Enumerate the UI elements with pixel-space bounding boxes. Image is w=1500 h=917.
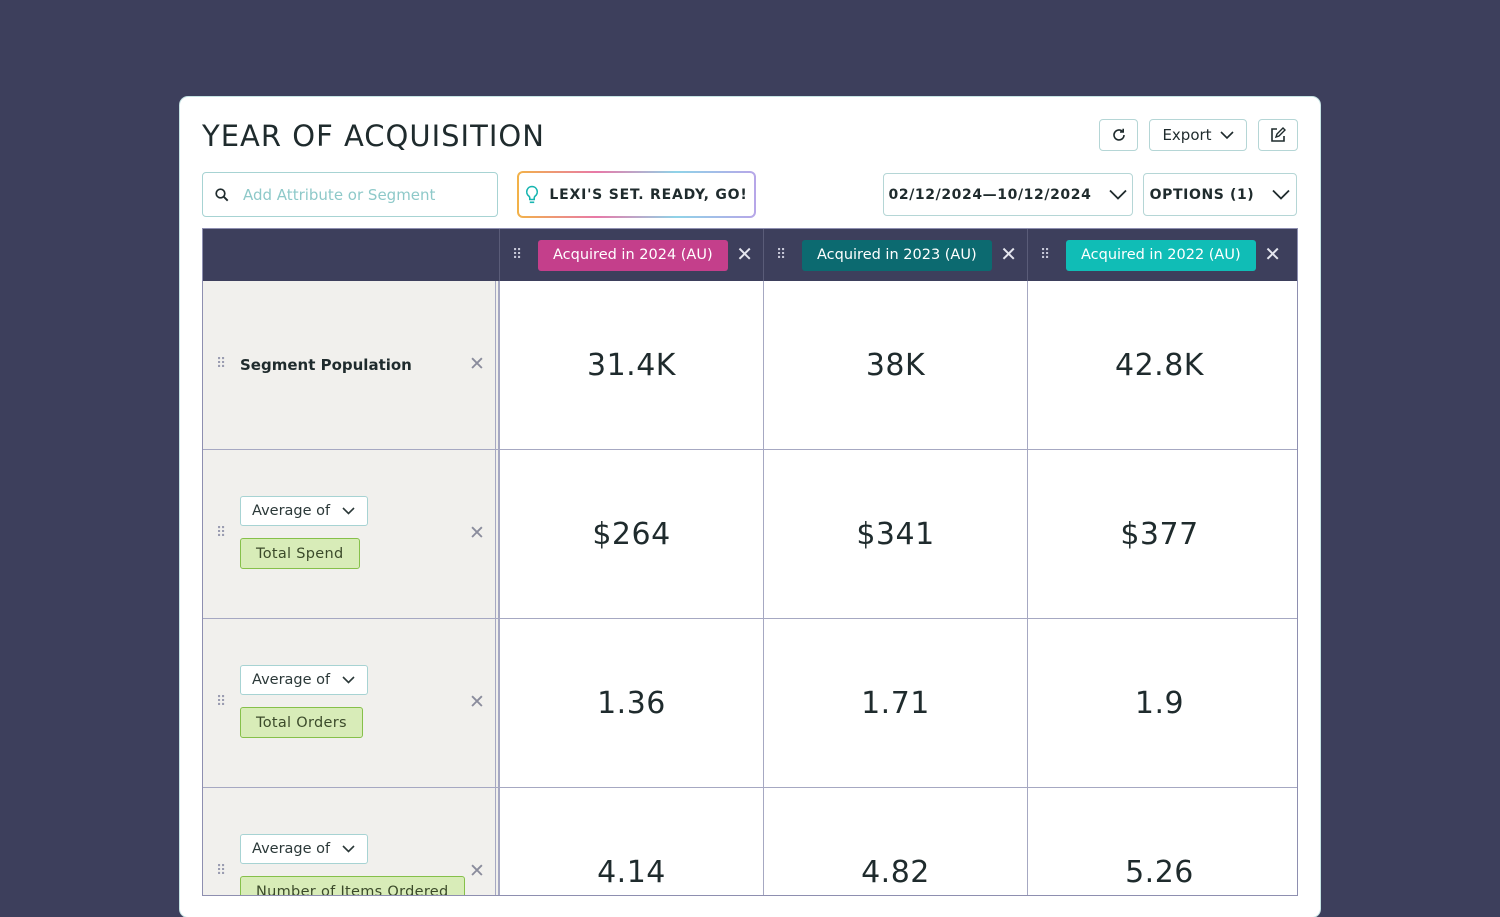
table-row: ⠿ Average of Total Spend ✕ $264 $341 $37… [203,450,1297,619]
drag-handle-icon[interactable]: ⠿ [1040,247,1050,263]
table-cell: 4.82 [763,788,1027,895]
chevron-down-icon [342,845,355,853]
options-dropdown[interactable]: OPTIONS (1) [1143,173,1297,216]
attribute-tag[interactable]: Total Orders [240,707,363,738]
table-cell: $264 [499,450,763,618]
lexi-label: LEXI'S SET. READY, GO! [549,186,748,203]
page-title: YEAR OF ACQUISITION [202,119,545,153]
aggregation-label: Average of [252,672,331,688]
drag-handle-icon[interactable]: ⠿ [216,525,226,541]
search-input[interactable]: Add Attribute or Segment [202,172,498,217]
aggregation-label: Average of [252,503,331,519]
row-label: ⠿ Average of Number of Items Ordered ✕ [203,788,499,895]
chevron-down-icon [1272,189,1290,200]
aggregation-dropdown[interactable]: Average of [240,496,368,526]
table-header: ⠿ Acquired in 2024 (AU) ✕ ⠿ Acquired in … [203,229,1297,281]
close-icon[interactable]: ✕ [469,691,485,713]
chevron-down-icon [342,507,355,515]
segment-badge[interactable]: Acquired in 2022 (AU) [1066,239,1256,271]
drag-handle-icon[interactable]: ⠿ [776,247,786,263]
table-cell: 4.14 [499,788,763,895]
row-label: ⠿ Average of Total Spend ✕ [203,450,499,618]
export-button[interactable]: Export [1149,119,1247,151]
aggregation-dropdown[interactable]: Average of [240,834,368,864]
table-cell: 1.36 [499,619,763,787]
table-row: ⠿ Segment Population ✕ 31.4K 38K 42.8K [203,281,1297,450]
drag-handle-icon[interactable]: ⠿ [216,863,226,879]
comparison-table: ⠿ Acquired in 2024 (AU) ✕ ⠿ Acquired in … [202,228,1298,896]
search-icon [215,187,229,201]
date-range-label: 02/12/2024—10/12/2024 [888,186,1092,203]
lightbulb-icon [526,185,539,203]
options-label: OPTIONS (1) [1149,186,1255,203]
table-cell: 42.8K [1027,281,1291,449]
drag-handle-icon[interactable]: ⠿ [216,694,226,710]
attribute-tag[interactable]: Total Spend [240,538,360,569]
close-icon[interactable]: ✕ [736,242,753,266]
segment-badge[interactable]: Acquired in 2024 (AU) [538,239,728,271]
year-of-acquisition-panel: YEAR OF ACQUISITION Export Add Attribute… [180,97,1320,917]
edit-button[interactable] [1258,119,1298,151]
close-icon[interactable]: ✕ [1264,242,1281,266]
table-cell: 31.4K [499,281,763,449]
row-label: ⠿ Average of Total Orders ✕ [203,619,499,787]
export-label: Export [1162,126,1212,144]
column-header[interactable]: ⠿ Acquired in 2023 (AU) ✕ [763,229,1027,281]
lexi-button[interactable]: LEXI'S SET. READY, GO! [517,171,756,218]
row-label: ⠿ Segment Population ✕ [203,281,499,449]
table-cell: 1.71 [763,619,1027,787]
search-placeholder: Add Attribute or Segment [243,185,436,204]
aggregation-dropdown[interactable]: Average of [240,665,368,695]
chevron-down-icon [1219,130,1234,139]
table-cell: 1.9 [1027,619,1291,787]
column-header[interactable]: ⠿ Acquired in 2022 (AU) ✕ [1027,229,1291,281]
edit-icon [1271,127,1286,142]
drag-handle-icon[interactable]: ⠿ [512,247,522,263]
column-header[interactable]: ⠿ Acquired in 2024 (AU) ✕ [499,229,763,281]
table-row: ⠿ Average of Number of Items Ordered ✕ 4… [203,788,1297,895]
chevron-down-icon [1109,189,1128,200]
close-icon[interactable]: ✕ [469,860,485,882]
close-icon[interactable]: ✕ [1000,242,1017,266]
table-cell: 5.26 [1027,788,1291,895]
table-cell: $377 [1027,450,1291,618]
table-row: ⠿ Average of Total Orders ✕ 1.36 1.71 1.… [203,619,1297,788]
close-icon[interactable]: ✕ [469,522,485,544]
refresh-icon [1112,128,1125,141]
table-cell: $341 [763,450,1027,618]
table-cell: 38K [763,281,1027,449]
aggregation-label: Average of [252,841,331,857]
segment-population-label: Segment Population [240,356,412,374]
drag-handle-icon[interactable]: ⠿ [216,356,226,372]
attribute-tag[interactable]: Number of Items Ordered [240,876,465,895]
segment-badge[interactable]: Acquired in 2023 (AU) [802,239,992,271]
date-range-picker[interactable]: 02/12/2024—10/12/2024 [883,173,1133,216]
close-icon[interactable]: ✕ [469,353,485,375]
refresh-button[interactable] [1099,119,1138,151]
chevron-down-icon [342,676,355,684]
